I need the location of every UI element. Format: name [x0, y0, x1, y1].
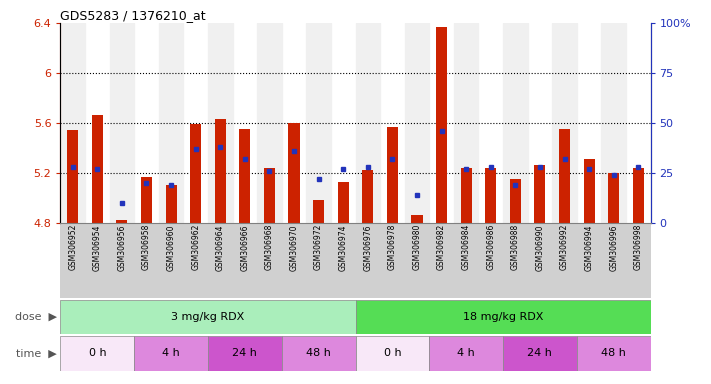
- FancyBboxPatch shape: [134, 336, 208, 371]
- Bar: [584, 159, 594, 223]
- Bar: [559, 129, 570, 223]
- Bar: [485, 168, 496, 223]
- Text: 4 h: 4 h: [457, 348, 475, 358]
- Bar: [436, 27, 447, 223]
- Bar: [257, 23, 282, 223]
- Bar: [405, 23, 429, 223]
- Text: 24 h: 24 h: [232, 348, 257, 358]
- Bar: [510, 179, 521, 223]
- FancyBboxPatch shape: [577, 336, 651, 371]
- FancyBboxPatch shape: [356, 300, 651, 334]
- Bar: [264, 168, 275, 223]
- Bar: [159, 23, 183, 223]
- Bar: [109, 23, 134, 223]
- Bar: [338, 182, 348, 223]
- Text: 3 mg/kg RDX: 3 mg/kg RDX: [171, 312, 245, 322]
- Bar: [535, 165, 545, 223]
- FancyBboxPatch shape: [60, 336, 134, 371]
- Bar: [356, 23, 380, 223]
- Text: 4 h: 4 h: [162, 348, 180, 358]
- Text: 0 h: 0 h: [383, 348, 401, 358]
- Bar: [60, 23, 85, 223]
- Bar: [68, 130, 78, 223]
- Bar: [117, 220, 127, 223]
- Bar: [208, 23, 232, 223]
- FancyBboxPatch shape: [356, 336, 429, 371]
- FancyBboxPatch shape: [60, 300, 356, 334]
- Bar: [387, 127, 398, 223]
- Bar: [608, 173, 619, 223]
- Bar: [289, 123, 299, 223]
- FancyBboxPatch shape: [282, 336, 356, 371]
- FancyBboxPatch shape: [208, 336, 282, 371]
- Text: GDS5283 / 1376210_at: GDS5283 / 1376210_at: [60, 9, 206, 22]
- Bar: [166, 185, 176, 223]
- FancyBboxPatch shape: [503, 336, 577, 371]
- Text: time  ▶: time ▶: [16, 348, 57, 358]
- Bar: [141, 177, 152, 223]
- Bar: [454, 23, 479, 223]
- Text: dose  ▶: dose ▶: [15, 312, 57, 322]
- Bar: [412, 215, 422, 223]
- Text: 48 h: 48 h: [306, 348, 331, 358]
- Bar: [240, 129, 250, 223]
- Bar: [190, 124, 201, 223]
- Bar: [461, 168, 471, 223]
- Bar: [503, 23, 528, 223]
- Text: 24 h: 24 h: [528, 348, 552, 358]
- Bar: [92, 115, 103, 223]
- Bar: [552, 23, 577, 223]
- Bar: [363, 170, 373, 223]
- Bar: [306, 23, 331, 223]
- Bar: [215, 119, 226, 223]
- FancyBboxPatch shape: [429, 336, 503, 371]
- Bar: [602, 23, 626, 223]
- Bar: [633, 168, 643, 223]
- Text: 48 h: 48 h: [602, 348, 626, 358]
- Text: 18 mg/kg RDX: 18 mg/kg RDX: [463, 312, 543, 322]
- Bar: [313, 200, 324, 223]
- Text: 0 h: 0 h: [88, 348, 106, 358]
